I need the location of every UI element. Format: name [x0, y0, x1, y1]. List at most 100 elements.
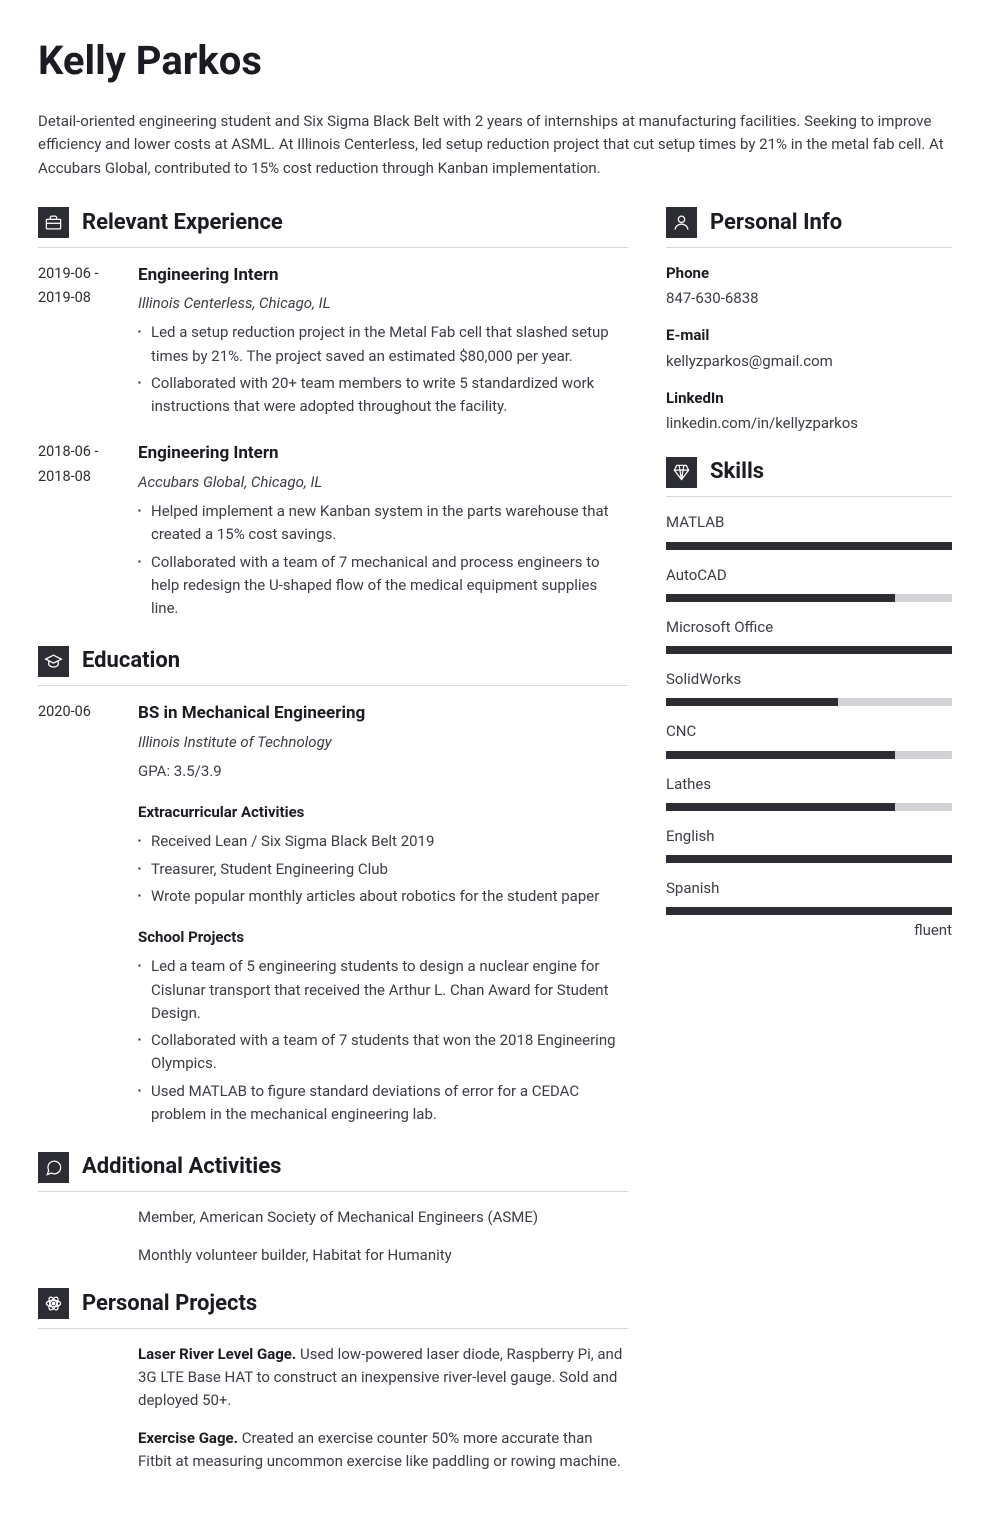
person-name: Kelly Parkos	[38, 30, 952, 92]
chat-icon	[38, 1152, 69, 1183]
entry-subtitle: Accubars Global, Chicago, IL	[138, 471, 628, 494]
bullet-item: Used MATLAB to figure standard deviation…	[138, 1080, 628, 1127]
entry-body: BS in Mechanical Engineering Illinois Ins…	[138, 700, 628, 1130]
bullet-item: Helped implement a new Kanban system in …	[138, 500, 628, 547]
skill-bar-fill	[666, 698, 838, 706]
project-item: Laser River Level Gage. Used low-powered…	[138, 1343, 628, 1413]
skills-section: Skills MATLAB AutoCAD Microsoft Office Soli…	[666, 455, 952, 942]
left-column: Relevant Experience 2019-06 - 2019-08Eng…	[38, 206, 628, 1493]
skill-bar	[666, 698, 952, 706]
subsection-title: School Projects	[138, 926, 628, 949]
subsection-title: Extracurricular Activities	[138, 801, 628, 824]
experience-entry: 2019-06 - 2019-08Engineering InternIllin…	[38, 262, 628, 423]
entry-dates: 2018-06 - 2018-08	[38, 440, 120, 624]
activity-line: Monthly volunteer builder, Habitat for H…	[138, 1244, 628, 1267]
education-entry: 2020-06 BS in Mechanical Engineering Illin…	[38, 700, 628, 1130]
skill-name: Lathes	[666, 773, 952, 796]
info-label: LinkedIn	[666, 387, 952, 410]
entry-subtitle: Illinois Institute of Technology	[138, 731, 628, 754]
skill-name: Spanish	[666, 877, 952, 900]
bullet-item: Wrote popular monthly articles about rob…	[138, 885, 628, 908]
info-value: 847-630-6838	[666, 287, 952, 310]
bullet-item: Collaborated with a team of 7 mechanical…	[138, 551, 628, 621]
skill-bar	[666, 542, 952, 550]
section-header-skills: Skills	[666, 455, 952, 497]
bullet-item: Treasurer, Student Engineering Club	[138, 858, 628, 881]
skill-note: fluent	[666, 919, 952, 942]
bullet-item: Received Lean / Six Sigma Black Belt 201…	[138, 830, 628, 853]
projects-section: Personal Projects Laser River Level Gage…	[38, 1287, 628, 1473]
entry-body: Engineering Intern Accubars Global, Chica…	[138, 440, 628, 624]
two-column-layout: Relevant Experience 2019-06 - 2019-08Eng…	[38, 206, 952, 1493]
summary-text: Detail-oriented engineering student and …	[38, 110, 952, 180]
education-section: Education 2020-06BS in Mechanical Engine…	[38, 644, 628, 1130]
bullet-item: Led a setup reduction project in the Met…	[138, 321, 628, 368]
diamond-icon	[666, 457, 697, 488]
skill-bar-fill	[666, 646, 952, 654]
info-item: LinkedInlinkedin.com/in/kellyzparkos	[666, 387, 952, 436]
section-title: Skills	[710, 455, 764, 489]
briefcase-icon	[38, 207, 69, 238]
section-header-experience: Relevant Experience	[38, 206, 628, 248]
info-item: Phone847-630-6838	[666, 262, 952, 311]
skill-bar-fill	[666, 594, 895, 602]
bullet-list: Helped implement a new Kanban system in …	[138, 500, 628, 620]
skill-bar	[666, 751, 952, 759]
skill-name: SolidWorks	[666, 668, 952, 691]
skill-item: English	[666, 825, 952, 863]
section-header-activities: Additional Activities	[38, 1150, 628, 1192]
skill-bar-fill	[666, 803, 895, 811]
person-icon	[666, 207, 697, 238]
activity-line: Member, American Society of Mechanical E…	[138, 1206, 628, 1229]
gpa-line: GPA: 3.5/3.9	[138, 760, 628, 783]
atom-icon	[38, 1288, 69, 1319]
skill-item: SolidWorks	[666, 668, 952, 706]
skill-bar-fill	[666, 751, 895, 759]
bullet-list: Received Lean / Six Sigma Black Belt 201…	[138, 830, 628, 908]
project-name: Exercise Gage.	[138, 1429, 238, 1447]
skill-item: Spanish fluent	[666, 877, 952, 943]
skill-bar	[666, 907, 952, 915]
skill-item: AutoCAD	[666, 564, 952, 602]
bullet-item: Collaborated with 20+ team members to wr…	[138, 372, 628, 419]
skill-name: English	[666, 825, 952, 848]
info-value: kellyzparkos@gmail.com	[666, 350, 952, 373]
section-title: Additional Activities	[82, 1150, 281, 1184]
info-label: Phone	[666, 262, 952, 285]
experience-section: Relevant Experience 2019-06 - 2019-08Eng…	[38, 206, 628, 625]
skill-bar-fill	[666, 907, 952, 915]
section-header-projects: Personal Projects	[38, 1287, 628, 1329]
personal-info-section: Personal Info Phone847-630-6838E-mailkel…	[666, 206, 952, 436]
section-header-education: Education	[38, 644, 628, 686]
entry-title: Engineering Intern	[138, 440, 628, 466]
entry-dates: 2019-06 - 2019-08	[38, 262, 120, 423]
skill-item: MATLAB	[666, 511, 952, 549]
entry-body: Engineering InternIllinois Centerless, C…	[138, 262, 628, 423]
info-value: linkedin.com/in/kellyzparkos	[666, 412, 952, 435]
skill-bar-fill	[666, 542, 952, 550]
bullet-list: Led a setup reduction project in the Met…	[138, 321, 628, 418]
info-label: E-mail	[666, 324, 952, 347]
activities-section: Additional Activities Member, American S…	[38, 1150, 628, 1267]
skill-name: MATLAB	[666, 511, 952, 534]
section-title: Education	[82, 644, 180, 678]
entry-title: BS in Mechanical Engineering	[138, 700, 628, 726]
skill-bar	[666, 594, 952, 602]
project-item: Exercise Gage. Created an exercise count…	[138, 1427, 628, 1474]
entry-title: Engineering Intern	[138, 262, 628, 288]
skill-bar	[666, 855, 952, 863]
graduation-cap-icon	[38, 646, 69, 677]
skill-item: Lathes	[666, 773, 952, 811]
bullet-list: Led a team of 5 engineering students to …	[138, 955, 628, 1126]
info-item: E-mail kellyzparkos@gmail.com	[666, 324, 952, 373]
skill-name: AutoCAD	[666, 564, 952, 587]
skill-item: CNC	[666, 720, 952, 758]
bullet-item: Collaborated with a team of 7 students t…	[138, 1029, 628, 1076]
right-column: Personal Info Phone847-630-6838E-mailkel…	[666, 206, 952, 1493]
entry-dates: 2020-06	[38, 700, 120, 1130]
section-title: Personal Projects	[82, 1287, 257, 1321]
experience-entry: 2018-06 - 2018-08 Engineering Intern Accub…	[38, 440, 628, 624]
skill-name: Microsoft Office	[666, 616, 952, 639]
skill-bar	[666, 646, 952, 654]
bullet-item: Led a team of 5 engineering students to …	[138, 955, 628, 1025]
